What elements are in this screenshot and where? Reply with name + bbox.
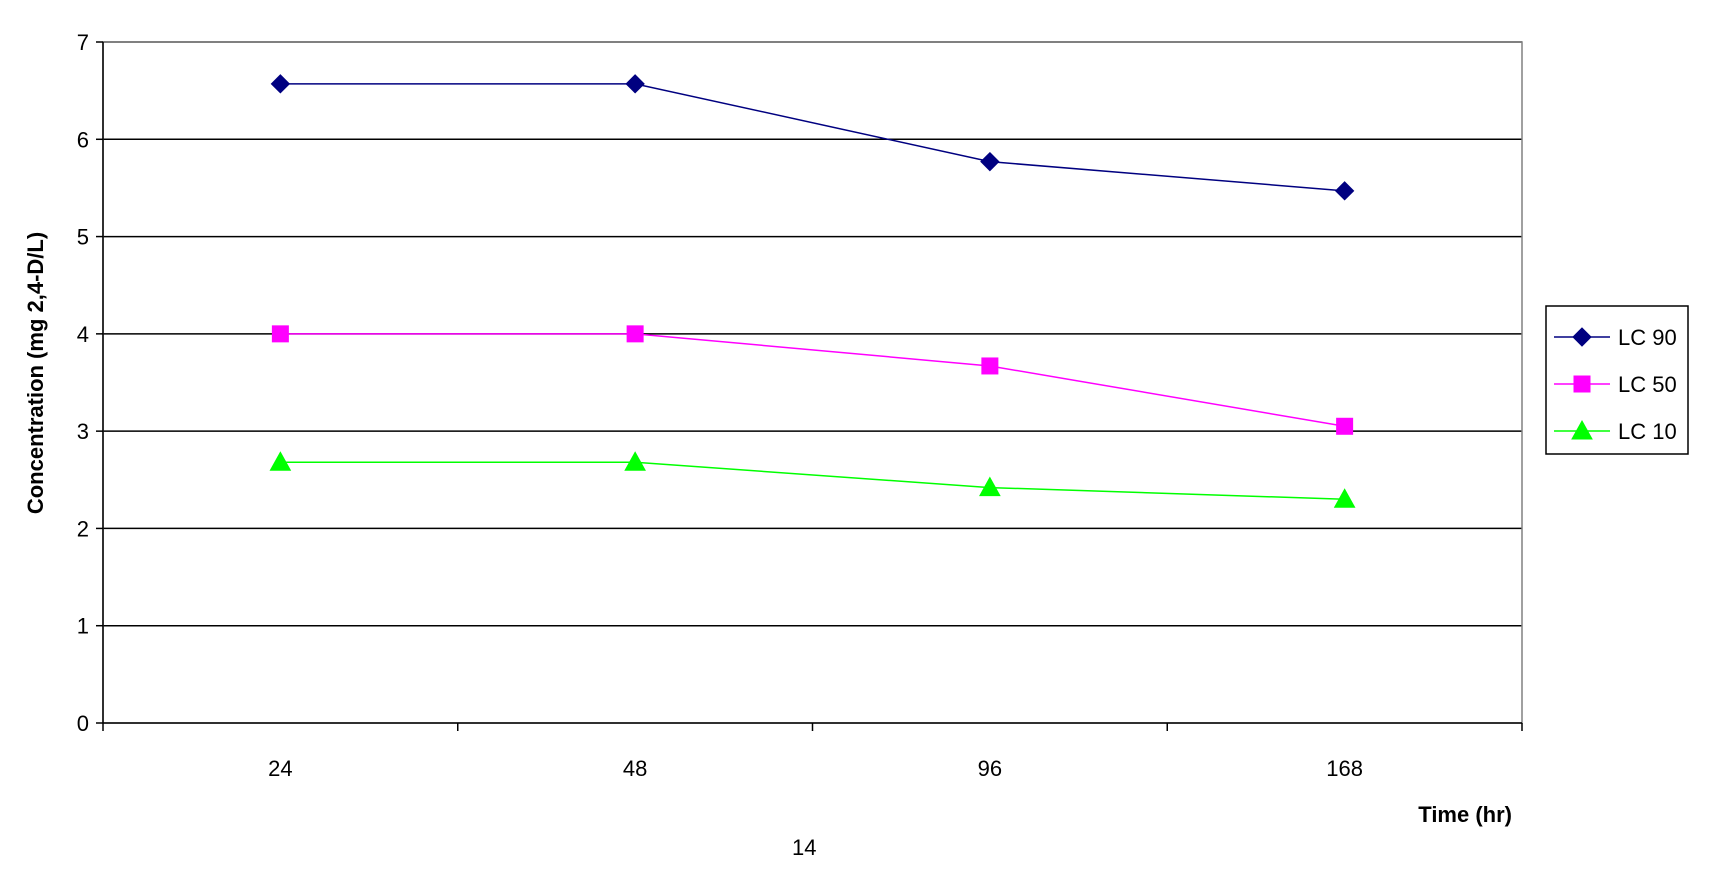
data-point-lc-50 — [271, 325, 289, 343]
series-line-lc-90 — [280, 83, 1345, 192]
legend-item-lc-50: LC 50 — [1554, 372, 1677, 397]
legend-label: LC 50 — [1618, 372, 1677, 397]
page-number: 14 — [792, 835, 817, 860]
x-tick-label: 24 — [268, 756, 292, 781]
series-line-lc-50 — [280, 333, 1345, 428]
legend: LC 90 LC 50 LC 10 — [1545, 305, 1689, 455]
x-tick-label: 168 — [1326, 756, 1363, 781]
data-point-lc-90 — [980, 151, 1000, 172]
series-lc-10 — [269, 451, 1356, 508]
series-lines — [269, 74, 1356, 508]
x-axis-title: Time (hr) — [1418, 802, 1512, 827]
legend-item-lc-90: LC 90 — [1554, 325, 1677, 350]
y-axis-title: Concentration (mg 2,4-D/L) — [23, 232, 48, 514]
y-tick-label: 1 — [77, 614, 89, 639]
data-point-lc-90 — [625, 74, 645, 94]
legend-label: LC 90 — [1618, 325, 1677, 350]
y-tick-label: 4 — [77, 322, 89, 347]
y-tick-label: 7 — [77, 30, 89, 55]
data-point-lc-10 — [979, 476, 1001, 497]
legend-item-lc-10: LC 10 — [1554, 419, 1677, 444]
x-tick-label: 96 — [978, 756, 1002, 781]
legend-marker — [1573, 375, 1591, 393]
data-point-lc-50 — [626, 325, 644, 343]
data-point-lc-10 — [624, 451, 646, 471]
series-lc-90 — [270, 74, 1355, 201]
data-point-lc-10 — [1333, 488, 1356, 508]
legend-box — [1545, 305, 1689, 455]
x-tick-label: 48 — [623, 756, 647, 781]
data-point-lc-50 — [1336, 417, 1354, 435]
x-tick-labels: 24 48 96 168 — [268, 756, 1363, 781]
data-point-lc-10 — [269, 451, 292, 471]
axes — [96, 41, 1523, 731]
y-tick-label: 0 — [77, 711, 89, 736]
series-lc-50 — [271, 325, 1354, 435]
legend-marker — [1571, 419, 1593, 440]
y-tick-labels: 0 1 2 3 4 5 6 7 — [77, 30, 89, 736]
y-tick-label: 5 — [77, 225, 89, 250]
data-point-lc-90 — [270, 74, 291, 94]
series-line-lc-10 — [280, 461, 1345, 500]
y-tick-label: 3 — [77, 419, 89, 444]
data-point-lc-50 — [981, 357, 999, 375]
data-point-lc-90 — [1334, 181, 1355, 201]
y-tick-label: 2 — [77, 516, 89, 541]
y-tick-label: 6 — [77, 127, 89, 152]
legend-label: LC 10 — [1618, 419, 1677, 444]
legend-marker — [1572, 327, 1592, 347]
plot-area — [102, 41, 1523, 724]
